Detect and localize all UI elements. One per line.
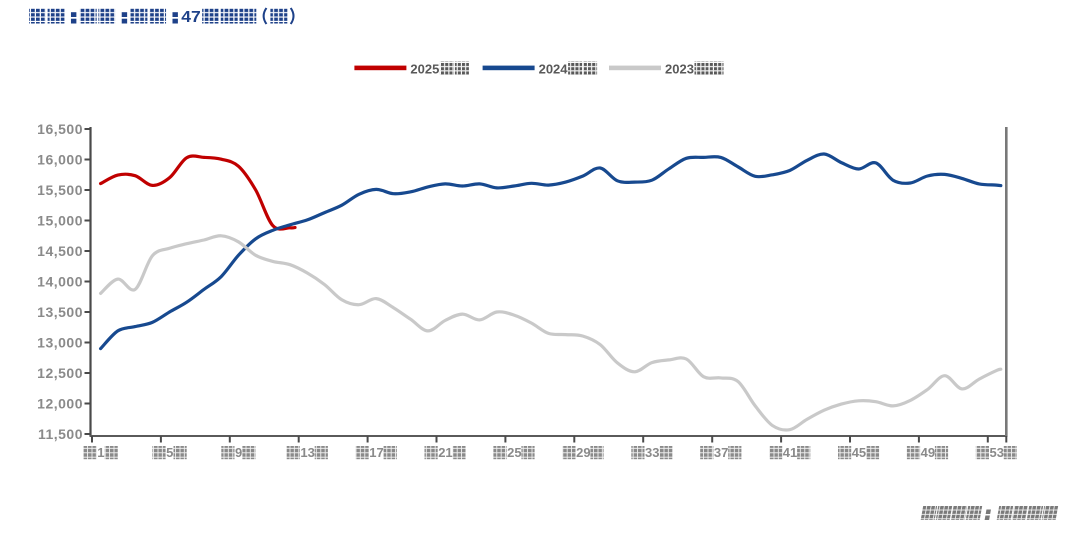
svg-text:16,500: 16,500 [37, 121, 83, 137]
svg-text:15,500: 15,500 [37, 182, 83, 198]
svg-text:13,500: 13,500 [37, 304, 83, 320]
svg-text:9: 9 [235, 445, 242, 460]
svg-text:13,000: 13,000 [37, 335, 83, 351]
svg-text:33: 33 [645, 445, 659, 460]
svg-text:1: 1 [97, 445, 104, 460]
svg-text:2024: 2024 [539, 62, 569, 77]
svg-text:12,500: 12,500 [37, 365, 83, 381]
svg-text:11,500: 11,500 [38, 426, 83, 442]
svg-text:41: 41 [783, 445, 797, 460]
svg-text:25: 25 [507, 445, 521, 460]
svg-text:21: 21 [438, 445, 452, 460]
svg-text:53: 53 [990, 445, 1004, 460]
svg-text:37: 37 [714, 445, 728, 460]
svg-text:49: 49 [921, 445, 935, 460]
svg-text:14,500: 14,500 [37, 243, 83, 259]
svg-text:12,000: 12,000 [37, 396, 83, 412]
svg-text:17: 17 [369, 445, 383, 460]
svg-text:14,000: 14,000 [37, 274, 83, 290]
svg-text:13: 13 [300, 445, 314, 460]
svg-text:47: 47 [181, 8, 200, 26]
svg-text:29: 29 [576, 445, 590, 460]
svg-text:15,000: 15,000 [37, 213, 83, 229]
svg-text:2025: 2025 [410, 62, 439, 77]
svg-text:45: 45 [852, 445, 866, 460]
svg-text:5: 5 [166, 445, 173, 460]
svg-text:16,000: 16,000 [37, 152, 83, 168]
svg-text:2023: 2023 [665, 62, 694, 77]
